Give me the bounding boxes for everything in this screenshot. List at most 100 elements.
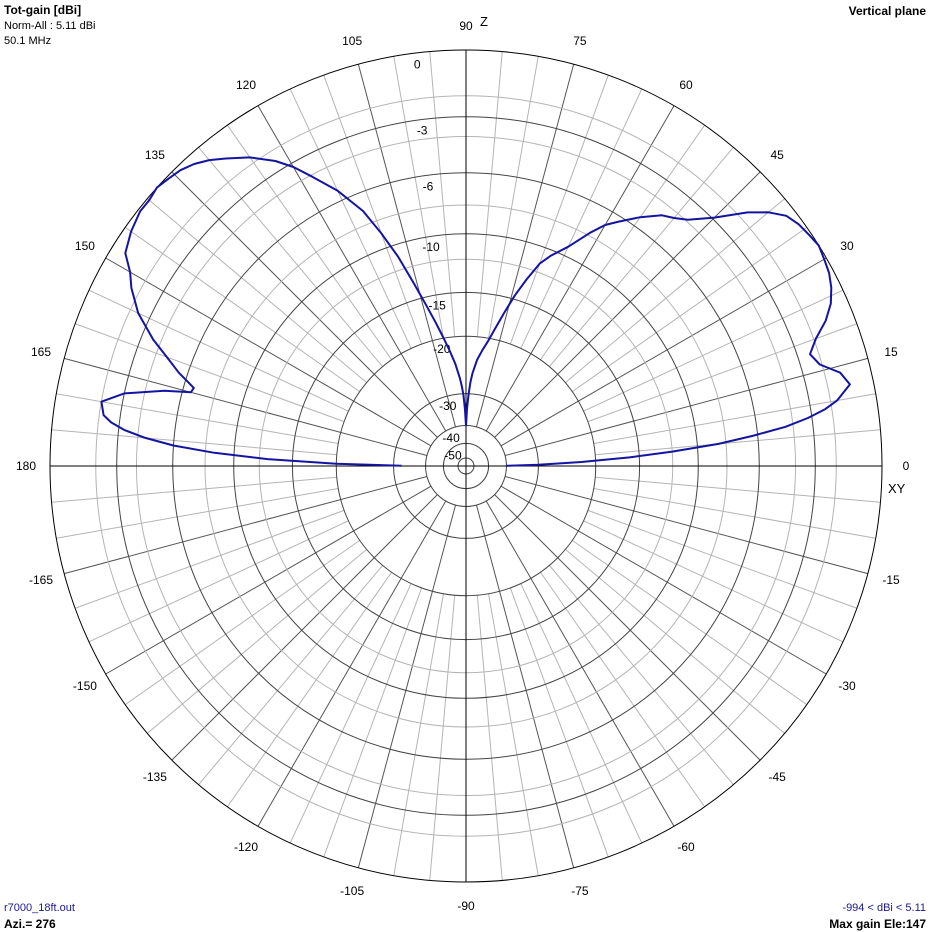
major-spoke bbox=[504, 475, 868, 575]
minor-spoke bbox=[565, 548, 785, 734]
angle-tick-label: -15 bbox=[882, 573, 900, 587]
major-spoke bbox=[257, 105, 447, 432]
angle-tick-label: 135 bbox=[145, 148, 165, 162]
minor-spoke bbox=[51, 476, 337, 503]
minor-spoke bbox=[488, 56, 539, 339]
file-name: r7000_18ft.out bbox=[4, 902, 75, 914]
minor-spoke bbox=[565, 198, 785, 384]
angle-tick-label: -90 bbox=[457, 899, 475, 913]
angle-tick-label: 30 bbox=[840, 239, 854, 253]
minor-spoke bbox=[147, 198, 367, 384]
major-spoke bbox=[500, 257, 827, 447]
minor-spoke bbox=[548, 147, 734, 367]
radial-tick-label: -30 bbox=[439, 399, 457, 413]
major-spoke bbox=[105, 257, 432, 447]
radial-tick-label: 0 bbox=[414, 57, 421, 71]
minor-spoke bbox=[393, 56, 444, 339]
plane-label: Vertical plane bbox=[848, 4, 926, 18]
angle-tick-label: -150 bbox=[73, 679, 97, 693]
minor-spoke bbox=[571, 539, 808, 706]
angle-tick-label: -105 bbox=[340, 884, 364, 898]
radial-tick-label: -15 bbox=[429, 298, 447, 312]
angle-tick-label: 150 bbox=[75, 239, 95, 253]
major-spoke bbox=[475, 64, 575, 428]
minor-spoke bbox=[488, 593, 539, 876]
radial-tick-label: -3 bbox=[417, 124, 428, 138]
minor-spoke bbox=[509, 587, 609, 858]
radial-tick-label: -50 bbox=[444, 449, 462, 463]
angle-tick-label: -45 bbox=[768, 770, 786, 784]
major-spoke bbox=[485, 105, 675, 432]
minor-spoke bbox=[74, 323, 345, 423]
azimuth-label: Azi.= 276 bbox=[4, 917, 56, 931]
minor-spoke bbox=[147, 548, 367, 734]
major-spoke bbox=[357, 64, 457, 428]
angle-tick-label: 120 bbox=[236, 78, 256, 92]
minor-spoke bbox=[198, 147, 384, 367]
pattern-line bbox=[100, 156, 851, 467]
minor-spoke bbox=[476, 51, 503, 337]
radial-tick-label: -6 bbox=[423, 179, 434, 193]
angle-tick-label: -165 bbox=[29, 573, 53, 587]
major-spoke bbox=[485, 500, 675, 827]
minor-spoke bbox=[548, 565, 734, 785]
minor-spoke bbox=[539, 124, 706, 361]
minor-spoke bbox=[323, 74, 423, 345]
angle-tick-label: -75 bbox=[571, 884, 589, 898]
minor-spoke bbox=[509, 74, 609, 345]
angle-tick-label: -120 bbox=[234, 840, 258, 854]
minor-spoke bbox=[583, 289, 844, 412]
minor-spoke bbox=[520, 583, 643, 844]
minor-spoke bbox=[595, 476, 881, 503]
angle-tick-label: -135 bbox=[143, 770, 167, 784]
angle-tick-label: 45 bbox=[770, 148, 784, 162]
minor-spoke bbox=[571, 226, 808, 393]
normalization-label: Norm-All : 5.11 dBi bbox=[4, 20, 96, 32]
major-spoke bbox=[494, 494, 761, 761]
minor-spoke bbox=[289, 583, 412, 844]
angle-tick-label: 75 bbox=[573, 34, 587, 48]
angle-tick-label: -30 bbox=[838, 679, 856, 693]
axis-label-z: Z bbox=[480, 14, 488, 29]
major-spoke bbox=[64, 475, 428, 575]
angle-tick-label: 165 bbox=[31, 345, 51, 359]
minor-spoke bbox=[593, 488, 876, 539]
major-spoke bbox=[105, 485, 432, 675]
max-gain-label: Max gain Ele:147 bbox=[829, 917, 926, 931]
minor-spoke bbox=[595, 429, 881, 456]
minor-spoke bbox=[56, 488, 339, 539]
minor-spoke bbox=[226, 124, 393, 361]
minor-spoke bbox=[476, 595, 503, 881]
minor-spoke bbox=[539, 571, 706, 808]
frequency-label: 50.1 MHz bbox=[4, 35, 52, 47]
minor-spoke bbox=[587, 509, 858, 609]
chart-title: Tot-gain [dBi] bbox=[4, 3, 82, 17]
angle-tick-labels: 0153045607590105120135150165180-165-150-… bbox=[16, 19, 910, 913]
minor-spoke bbox=[226, 571, 393, 808]
main-axes bbox=[50, 50, 882, 882]
angle-tick-label: -60 bbox=[677, 840, 695, 854]
minor-spoke bbox=[393, 593, 444, 876]
angle-tick-label: 15 bbox=[884, 345, 898, 359]
minor-spoke bbox=[289, 88, 412, 349]
major-spoke bbox=[494, 171, 761, 438]
minor-spoke bbox=[88, 289, 349, 412]
minor-spoke bbox=[520, 88, 643, 349]
major-spoke bbox=[64, 357, 428, 457]
minor-spoke bbox=[323, 587, 423, 858]
major-spoke bbox=[500, 485, 827, 675]
major-spoke bbox=[504, 357, 868, 457]
angle-tick-label: 60 bbox=[679, 78, 693, 92]
major-spoke bbox=[171, 171, 438, 438]
axis-label-xy: XY bbox=[888, 481, 906, 496]
minor-spoke bbox=[583, 520, 844, 643]
angle-tick-label: 90 bbox=[459, 19, 473, 33]
major-spoke bbox=[357, 504, 457, 868]
major-spoke bbox=[171, 494, 438, 761]
minor-spoke bbox=[587, 323, 858, 423]
gain-range: -994 < dBi < 5.11 bbox=[842, 902, 926, 914]
major-spoke bbox=[257, 500, 447, 827]
minor-spoke bbox=[198, 565, 384, 785]
minor-spoke bbox=[74, 509, 345, 609]
